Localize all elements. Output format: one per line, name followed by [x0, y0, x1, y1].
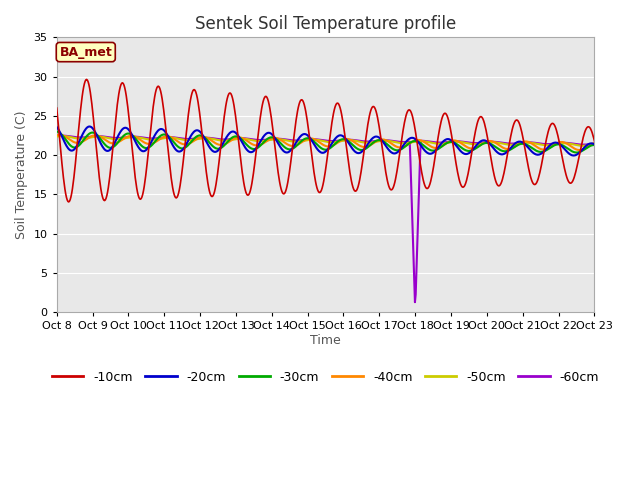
-20cm — [591, 142, 598, 147]
-20cm — [202, 137, 209, 143]
-30cm — [118, 135, 125, 141]
Line: -30cm: -30cm — [57, 132, 595, 153]
-50cm — [579, 143, 587, 149]
-40cm — [56, 132, 63, 138]
-50cm — [591, 141, 598, 147]
-50cm — [118, 136, 126, 142]
-10cm — [120, 81, 127, 86]
-40cm — [408, 140, 415, 145]
-40cm — [575, 147, 583, 153]
-30cm — [591, 142, 598, 148]
-60cm — [411, 300, 419, 305]
-10cm — [408, 112, 416, 118]
-60cm — [173, 135, 181, 141]
-40cm — [392, 144, 399, 149]
-30cm — [63, 138, 70, 144]
-50cm — [202, 135, 209, 141]
-10cm — [392, 172, 400, 178]
X-axis label: Time: Time — [310, 334, 341, 347]
-60cm — [591, 141, 598, 146]
-40cm — [591, 140, 598, 146]
-20cm — [86, 124, 93, 130]
-40cm — [202, 134, 209, 140]
-40cm — [53, 132, 61, 138]
-50cm — [58, 133, 66, 139]
-40cm — [118, 137, 126, 143]
-60cm — [58, 133, 66, 139]
-50cm — [173, 135, 181, 141]
-10cm — [174, 192, 182, 198]
-60cm — [408, 182, 415, 188]
Text: BA_met: BA_met — [60, 46, 112, 59]
-50cm — [63, 133, 71, 139]
-50cm — [392, 139, 399, 145]
-30cm — [173, 142, 180, 148]
Line: -50cm: -50cm — [57, 136, 595, 146]
-60cm — [392, 138, 399, 144]
-10cm — [83, 77, 90, 83]
-20cm — [173, 148, 181, 154]
-40cm — [173, 138, 181, 144]
-20cm — [63, 143, 70, 149]
-10cm — [591, 138, 598, 144]
Line: -10cm: -10cm — [57, 80, 595, 202]
Line: -60cm: -60cm — [57, 136, 595, 302]
-10cm — [202, 169, 210, 175]
-60cm — [53, 133, 61, 139]
Line: -40cm: -40cm — [57, 135, 595, 150]
-20cm — [570, 153, 577, 158]
-30cm — [53, 129, 61, 134]
-60cm — [63, 133, 71, 139]
-20cm — [118, 126, 126, 132]
-60cm — [118, 135, 126, 141]
-30cm — [406, 140, 414, 145]
-10cm — [65, 199, 72, 205]
-40cm — [63, 135, 71, 141]
-30cm — [573, 150, 580, 156]
-50cm — [408, 140, 415, 145]
-50cm — [53, 133, 61, 139]
Line: -20cm: -20cm — [57, 127, 595, 156]
Y-axis label: Soil Temperature (C): Soil Temperature (C) — [15, 110, 28, 239]
-10cm — [63, 194, 70, 200]
-30cm — [201, 135, 209, 141]
Title: Sentek Soil Temperature profile: Sentek Soil Temperature profile — [195, 15, 456, 33]
-20cm — [408, 135, 415, 141]
-30cm — [391, 147, 399, 153]
-60cm — [202, 135, 209, 141]
Legend: -10cm, -20cm, -30cm, -40cm, -50cm, -60cm: -10cm, -20cm, -30cm, -40cm, -50cm, -60cm — [47, 366, 604, 389]
-20cm — [392, 150, 399, 156]
-20cm — [53, 124, 61, 130]
-10cm — [53, 105, 61, 111]
